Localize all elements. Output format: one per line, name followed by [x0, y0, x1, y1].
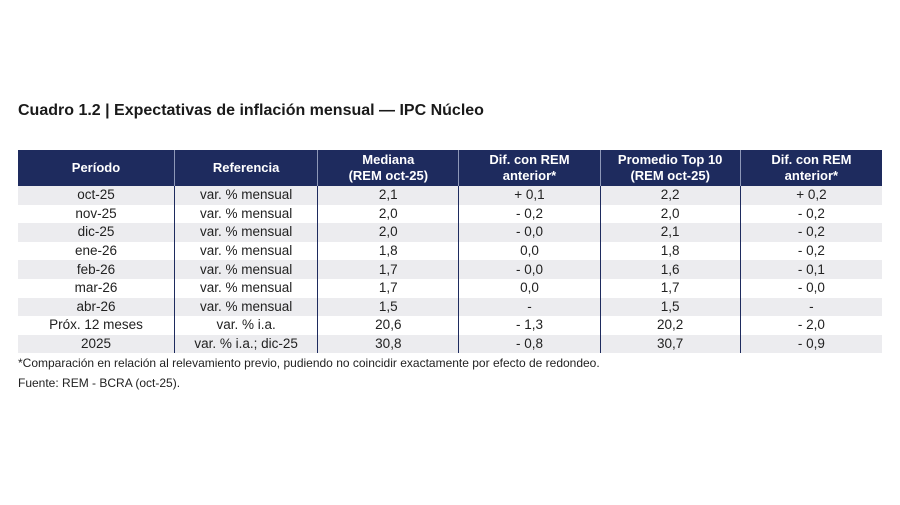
table-cell: - 1,3: [458, 316, 601, 335]
table-row: oct-25 var. % mensual 2,1 + 0,1 2,2 + 0,2: [18, 186, 882, 205]
table-cell: - 0,0: [458, 223, 601, 242]
table-cell: dic-25: [18, 223, 175, 242]
table-cell: 1,6: [599, 260, 741, 279]
table-cell: ene-26: [74, 243, 117, 259]
table-row: feb-26 var. % mensual 1,7- 0,0 1,6- 0,1: [18, 260, 882, 279]
table-row: nov-25 var. % mensual 2,0- 0,2 2,0- 0,2: [18, 204, 882, 224]
table-row: abr-26 var. % mensual 1,5-1,5-: [18, 297, 882, 317]
table-cell: Próx. 12 meses: [49, 317, 143, 333]
table-cell: - 0,1: [739, 260, 882, 279]
table-cell: - 0,0: [739, 278, 882, 298]
table-cell: - 0,2: [739, 204, 882, 224]
table-cell: - 0,2: [739, 223, 882, 242]
header-periodo: Período: [18, 150, 175, 186]
table-cell: var. % mensual: [173, 278, 318, 298]
table-cell: -: [458, 297, 601, 317]
source-note: Fuente: REM - BCRA (oct-25).: [18, 376, 181, 390]
table-cell: -: [739, 297, 882, 317]
table-cell: - 0,9: [739, 334, 882, 354]
table-cell: 2,0: [599, 204, 741, 224]
table-cell: 2,0: [317, 223, 459, 242]
table-cell: - 2,0: [739, 316, 882, 335]
table-cell: + 0,2: [739, 186, 882, 205]
table-cell: 30,8: [317, 334, 459, 354]
table-cell: + 0,1: [458, 186, 601, 205]
table-cell: var. % mensual: [173, 260, 318, 279]
table-cell: nov-25: [75, 205, 117, 221]
table-cell: 2,2: [599, 186, 741, 205]
footnote: *Comparación en relación al relevamiento…: [18, 356, 600, 370]
inflation-expectations-table: Período Referencia Mediana (REM oct-25) D…: [18, 150, 882, 354]
table-cell: feb-26: [18, 260, 175, 279]
table-cell: 30,7: [599, 334, 741, 354]
table-cell: 1,8: [317, 241, 459, 261]
table-cell: var. % i.a.: [173, 316, 318, 335]
table-cell: var. % mensual: [173, 186, 318, 205]
table-cell: abr-26: [18, 297, 175, 317]
table-cell: 2025: [18, 334, 175, 354]
table-cell: 20,2: [599, 316, 741, 335]
table-cell: var. % mensual: [173, 241, 318, 261]
table-cell: 0,0: [458, 241, 601, 261]
table-row: dic-25 var. % mensual 2,0- 0,0 2,1- 0,2: [18, 223, 882, 242]
table-cell: 1,7: [599, 278, 741, 298]
table-row: 2025 var. % i.a.; dic-25 30,8- 0,8 30,7- 0,…: [18, 334, 882, 354]
table-cell: var. % mensual: [173, 204, 318, 224]
table-cell: - 0,8: [458, 334, 601, 354]
table-cell: 1,7: [317, 260, 459, 279]
header-row: Período Referencia Mediana (REM oct-25) D…: [18, 150, 882, 186]
table-cell: 0,0: [458, 278, 601, 298]
header-dif-top10: Dif. con REM anterior*: [739, 150, 882, 186]
header-promedio-top10: Promedio Top 10 (REM oct-25): [599, 150, 741, 186]
table-row: Próx. 12 meses var. % i.a. 20,6- 1,3 20,2- …: [18, 316, 882, 335]
header-dif-mediana: Dif. con REM anterior*: [458, 150, 601, 186]
table-cell: 1,5: [317, 297, 459, 317]
header-referencia: Referencia: [173, 150, 318, 186]
header-mediana: Mediana (REM oct-25): [317, 150, 459, 186]
table-cell: var. % i.a.; dic-25: [173, 334, 318, 354]
table-cell: 2,0: [317, 204, 459, 224]
table-cell: 1,7: [317, 278, 459, 298]
table-cell: mar-26: [74, 280, 118, 296]
table-cell: 1,5: [599, 297, 741, 317]
table-row: ene-26 var. % mensual 1,8 0,0 1,8- 0,2: [18, 241, 882, 261]
table-cell: var. % mensual: [173, 297, 318, 317]
table-title: Cuadro 1.2 | Expectativas de inflación m…: [18, 102, 484, 119]
table-cell: - 0,2: [739, 241, 882, 261]
table-cell: 2,1: [317, 186, 459, 205]
table-cell: - 0,2: [458, 204, 601, 224]
table-row: mar-26 var. % mensual 1,7 0,0 1,7- 0,0: [18, 278, 882, 298]
table-cell: 1,8: [599, 241, 741, 261]
table-cell: var. % mensual: [173, 223, 318, 242]
table-cell: 2,1: [599, 223, 741, 242]
table-cell: - 0,0: [458, 260, 601, 279]
table-cell: 20,6: [317, 316, 459, 335]
table-cell: oct-25: [18, 186, 175, 205]
